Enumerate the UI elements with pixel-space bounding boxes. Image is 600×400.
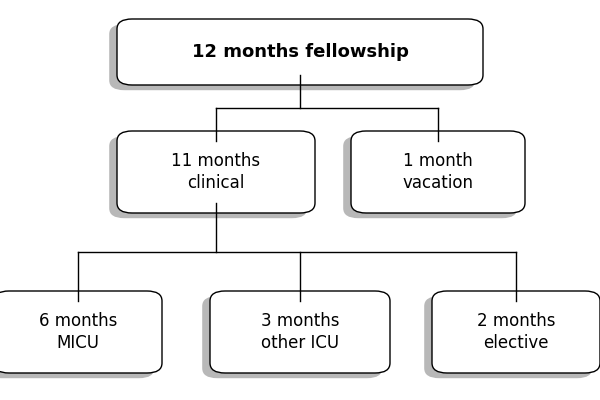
FancyBboxPatch shape [351, 131, 525, 213]
Text: 12 months fellowship: 12 months fellowship [191, 43, 409, 61]
FancyBboxPatch shape [210, 291, 390, 373]
FancyBboxPatch shape [0, 296, 154, 378]
FancyBboxPatch shape [0, 291, 162, 373]
FancyBboxPatch shape [109, 24, 475, 90]
FancyBboxPatch shape [117, 19, 483, 85]
Text: 11 months
clinical: 11 months clinical [172, 152, 260, 192]
FancyBboxPatch shape [432, 291, 600, 373]
Text: 2 months
elective: 2 months elective [477, 312, 555, 352]
Text: 3 months
other ICU: 3 months other ICU [261, 312, 339, 352]
FancyBboxPatch shape [109, 136, 307, 218]
Text: 6 months
MICU: 6 months MICU [39, 312, 117, 352]
FancyBboxPatch shape [202, 296, 382, 378]
FancyBboxPatch shape [117, 131, 315, 213]
FancyBboxPatch shape [424, 296, 592, 378]
FancyBboxPatch shape [343, 136, 517, 218]
Text: 1 month
vacation: 1 month vacation [403, 152, 473, 192]
